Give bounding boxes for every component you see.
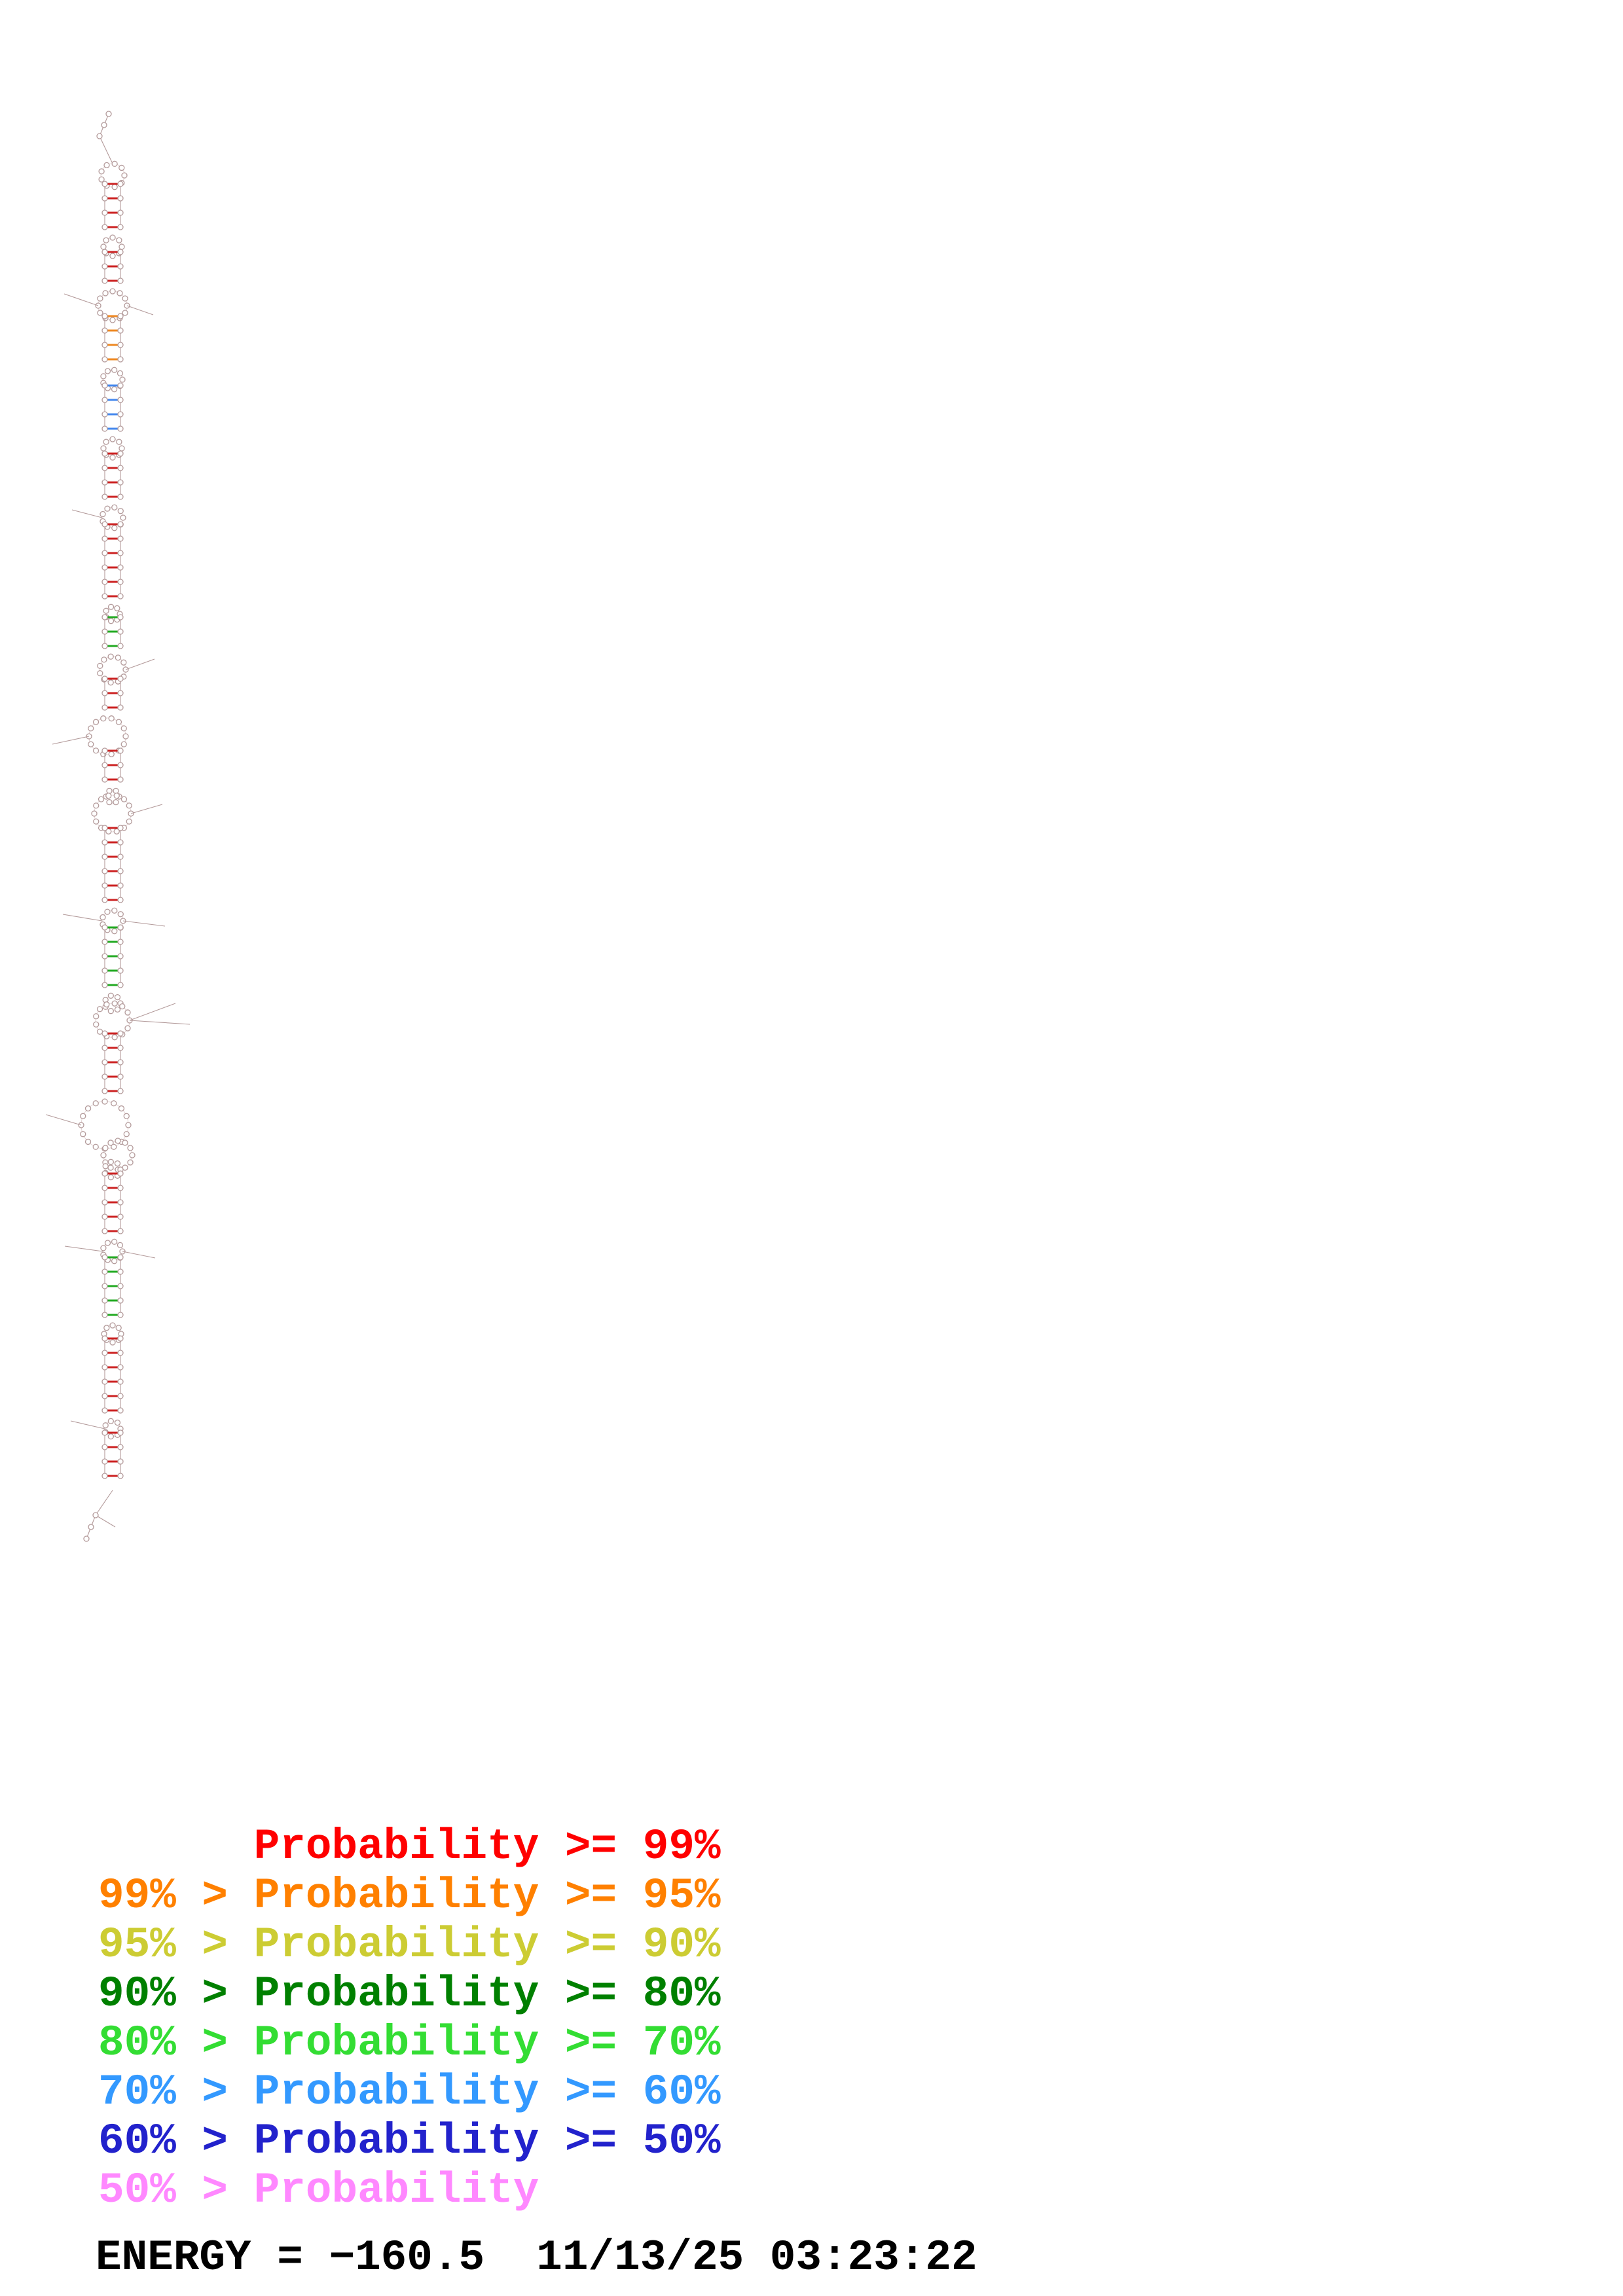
- legend-line-2: 95% > Probability >= 90%: [98, 1920, 721, 1969]
- legend-line-4: 80% > Probability >= 70%: [98, 2018, 721, 2068]
- legend-line-7: 50% > Probability: [98, 2166, 539, 2215]
- energy-and-timestamp-text: ENERGY = −160.5 11/13/25 03:23:22: [96, 2233, 977, 2282]
- legend-line-6: 60% > Probability >= 50%: [98, 2117, 721, 2166]
- legend-line-1: 99% > Probability >= 95%: [98, 1871, 721, 1920]
- probability-legend: Probability >= 99% 99% > Probability >= 9…: [98, 1822, 721, 2215]
- legend-line-3: 90% > Probability >= 80%: [98, 1969, 721, 2018]
- rna-secondary-structure-plot: [45, 111, 191, 1542]
- legend-line-0: Probability >= 99%: [98, 1822, 721, 1871]
- legend-line-5: 70% > Probability >= 60%: [98, 2068, 721, 2117]
